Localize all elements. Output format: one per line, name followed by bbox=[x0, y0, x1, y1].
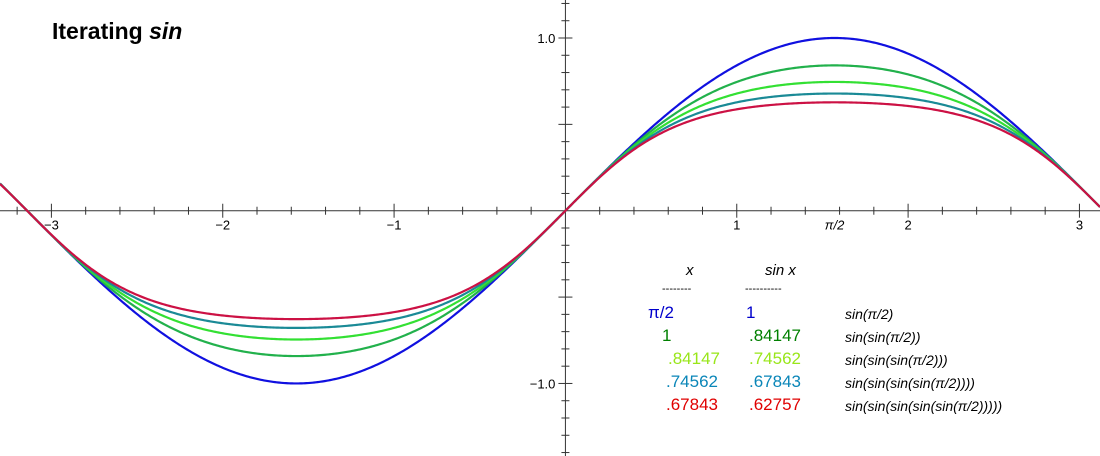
x-tick-label: π/2 bbox=[825, 218, 845, 233]
chart-title-italic: sin bbox=[149, 18, 183, 44]
row-expression: sin(sin(π/2)) bbox=[845, 329, 921, 345]
x-tick-label: 3 bbox=[1076, 218, 1083, 233]
row-sinx-value: .74562 bbox=[749, 349, 801, 368]
tick-labels: −3 −2 −1 1 π/2 2 3 1.0 −1.0 bbox=[44, 31, 1083, 391]
y-tick-label: 1.0 bbox=[537, 31, 555, 46]
chart-title: Iterating sin bbox=[52, 18, 182, 45]
header-sinx-dashes: ---------- bbox=[745, 283, 782, 295]
row-expression: sin(sin(sin(sin(π/2)))) bbox=[845, 375, 975, 391]
x-tick-label: −1 bbox=[387, 218, 402, 233]
row-sinx-value: .67843 bbox=[749, 372, 801, 391]
row-x-value: .67843 bbox=[666, 395, 718, 414]
row-x-value: .84147 bbox=[668, 349, 720, 368]
y-tick-label: −1.0 bbox=[530, 376, 556, 391]
row-x-value: π/2 bbox=[648, 303, 674, 322]
row-sinx-value: .84147 bbox=[749, 326, 801, 345]
chart-title-main: Iterating bbox=[52, 18, 150, 44]
row-sinx-value: 1 bbox=[746, 303, 756, 322]
row-sinx-value: .62757 bbox=[749, 395, 801, 414]
header-x: x bbox=[686, 262, 694, 279]
x-tick-label: −2 bbox=[215, 218, 230, 233]
x-tick-label: 2 bbox=[904, 218, 911, 233]
series-line-depth-5 bbox=[0, 101, 1100, 321]
x-tick-label: −3 bbox=[44, 218, 59, 233]
row-x-value: .74562 bbox=[666, 372, 718, 391]
row-x-value: 1 bbox=[662, 326, 672, 345]
x-tick-label: 1 bbox=[733, 218, 740, 233]
header-sinx: sin x bbox=[765, 262, 796, 279]
row-expression: sin(π/2) bbox=[845, 306, 894, 322]
row-expression: sin(sin(sin(sin(sin(π/2))))) bbox=[845, 398, 1003, 414]
header-x-dashes: -------- bbox=[662, 283, 692, 295]
curves bbox=[0, 36, 1100, 385]
row-expression: sin(sin(sin(π/2))) bbox=[845, 352, 948, 368]
